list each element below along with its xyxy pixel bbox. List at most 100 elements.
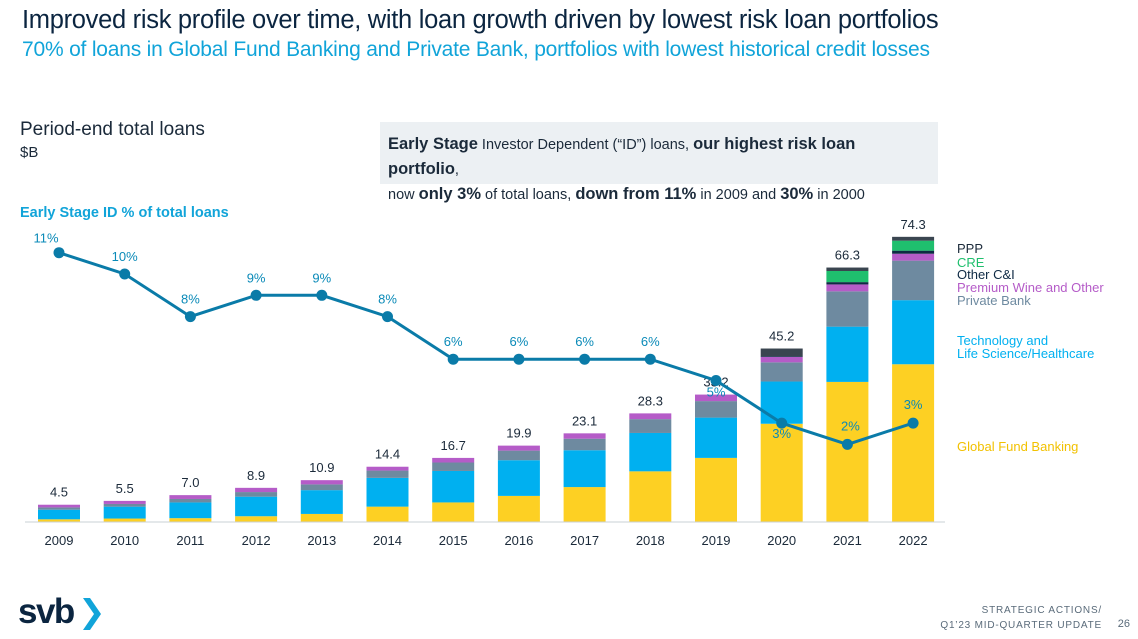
legend-item-1: CRE	[957, 255, 985, 270]
id-label-2010: 10%	[112, 249, 138, 264]
callout-bold-3pct: only 3%	[418, 185, 481, 203]
callout-text: now	[388, 187, 419, 203]
bar-2010-private-bank	[103, 503, 146, 507]
bar-2009-global-fund-banking	[38, 519, 80, 522]
bar-2011-technology-and-life-science-healthcare	[169, 502, 212, 519]
page-title: Improved risk profile over time, with lo…	[22, 6, 939, 34]
bar-2021-ppp	[826, 267, 869, 271]
bar-2020-premium-wine-and-other	[760, 356, 803, 363]
bar-2022-private-bank	[892, 260, 935, 301]
total-label-2009: 4.5	[50, 485, 68, 500]
bar-2012-technology-and-life-science-healthcare	[235, 496, 278, 517]
id-label-2017: 6%	[575, 334, 594, 349]
id-point-2011	[184, 311, 196, 323]
total-label-2022: 74.3	[900, 217, 925, 232]
bar-2021-technology-and-life-science-healthcare	[826, 326, 869, 382]
id-label-2020: 3%	[772, 426, 791, 441]
bar-2022-technology-and-life-science-healthcare	[892, 300, 935, 365]
bar-2020-other-c-i	[760, 356, 803, 357]
bar-2020-global-fund-banking	[760, 423, 803, 522]
bar-2014-premium-wine-and-other	[366, 466, 409, 471]
id-label-2014: 8%	[378, 292, 397, 307]
bar-2016-private-bank	[497, 450, 540, 461]
id-line	[58, 251, 914, 446]
legend-item-2: Other C&I	[957, 267, 1015, 282]
bar-2012-global-fund-banking	[235, 516, 278, 522]
legend-item-0: PPP	[957, 241, 983, 256]
svb-chevron-icon	[83, 598, 101, 630]
legend-item-3: Premium Wine and Other	[957, 280, 1104, 295]
total-label-2010: 5.5	[116, 481, 134, 496]
bar-2017-private-bank	[563, 438, 606, 451]
id-point-2022	[907, 417, 919, 429]
x-tick-2012: 2012	[242, 533, 271, 548]
x-tick-2018: 2018	[636, 533, 665, 548]
callout-line-1: Early Stage Investor Dependent (“ID”) lo…	[388, 132, 926, 182]
bar-2018-global-fund-banking	[629, 471, 672, 522]
bar-2009-premium-wine-and-other	[38, 504, 80, 508]
bar-2014-technology-and-life-science-healthcare	[366, 477, 409, 507]
id-point-2010	[119, 268, 131, 280]
id-line-label: Early Stage ID % of total loans	[20, 205, 229, 221]
id-point-2009	[53, 247, 65, 259]
id-label-2009: 11%	[33, 231, 58, 246]
id-point-2012	[250, 289, 262, 301]
bar-2022-cre	[892, 240, 935, 251]
bar-2013-technology-and-life-science-healthcare	[300, 490, 343, 514]
legend-item-4: Private Bank	[957, 293, 1031, 308]
chart-unit: $B	[20, 144, 39, 161]
bar-2010-technology-and-life-science-healthcare	[103, 506, 146, 519]
id-label-2015: 6%	[444, 334, 463, 349]
total-label-2013: 10.9	[309, 460, 334, 475]
id-point-2018	[644, 353, 656, 365]
bar-2011-global-fund-banking	[169, 518, 212, 522]
id-label-2021: 2%	[841, 418, 860, 433]
callout-text: of total loans,	[481, 187, 576, 203]
bar-2013-premium-wine-and-other	[300, 480, 343, 485]
id-point-2016	[513, 353, 525, 365]
id-label-2012: 9%	[247, 270, 266, 285]
bar-2012-premium-wine-and-other	[235, 487, 278, 493]
bar-2015-technology-and-life-science-healthcare	[432, 470, 475, 503]
id-point-2013	[316, 289, 328, 301]
x-tick-2016: 2016	[504, 533, 533, 548]
bar-2020-ppp	[760, 348, 803, 357]
total-labels: 4.55.57.08.910.914.416.719.923.128.333.2…	[50, 217, 926, 500]
x-tick-labels: 2009 2010 2011 2012 2013 2014 2015 2016 2017 2018…	[45, 533, 928, 548]
legend-item-6: Life Science/Healthcare	[957, 346, 1094, 361]
x-tick-2014: 2014	[373, 533, 402, 548]
callout-box: Early Stage Investor Dependent (“ID”) lo…	[380, 122, 938, 203]
page-number: 26	[1117, 618, 1130, 630]
total-label-2018: 28.3	[638, 393, 663, 408]
bar-2013-private-bank	[300, 484, 343, 491]
legend-item-7: Global Fund Banking	[957, 439, 1078, 454]
total-label-2017: 23.1	[572, 413, 597, 428]
bar-2022-other-c-i	[892, 250, 935, 254]
bar-2010-premium-wine-and-other	[103, 500, 146, 504]
bar-2009-technology-and-life-science-healthcare	[38, 509, 80, 520]
id-point-2015	[447, 353, 459, 365]
x-tick-2021: 2021	[833, 533, 862, 548]
bar-2016-technology-and-life-science-healthcare	[497, 460, 540, 496]
id-label-2013: 9%	[312, 270, 331, 285]
x-tick-2017: 2017	[570, 533, 599, 548]
bar-2019-premium-wine-and-other	[695, 394, 737, 402]
total-label-2015: 16.7	[441, 438, 466, 453]
bar-2022-global-fund-banking	[892, 364, 935, 522]
bar-2018-technology-and-life-science-healthcare	[629, 432, 672, 472]
bar-2021-private-bank	[826, 291, 869, 327]
svb-logo: svb	[18, 592, 75, 631]
chart-title: Period-end total loans	[20, 119, 205, 140]
bar-2012-private-bank	[235, 492, 278, 497]
bar-2016-global-fund-banking	[497, 495, 540, 522]
total-label-2011: 7.0	[181, 475, 199, 490]
bar-2021-other-c-i	[826, 282, 869, 285]
total-label-2016: 19.9	[506, 426, 531, 441]
bar-2019-private-bank	[695, 401, 737, 418]
bar-2017-technology-and-life-science-healthcare	[563, 450, 606, 488]
total-label-2021: 66.3	[835, 248, 860, 263]
id-line-group: 11% 10% 8% 9% 9% 8% 6% 6% 6% 6% 5% 3% 2% 3%	[33, 231, 923, 450]
x-tick-2020: 2020	[767, 533, 796, 548]
bar-2018-premium-wine-and-other	[629, 413, 672, 420]
